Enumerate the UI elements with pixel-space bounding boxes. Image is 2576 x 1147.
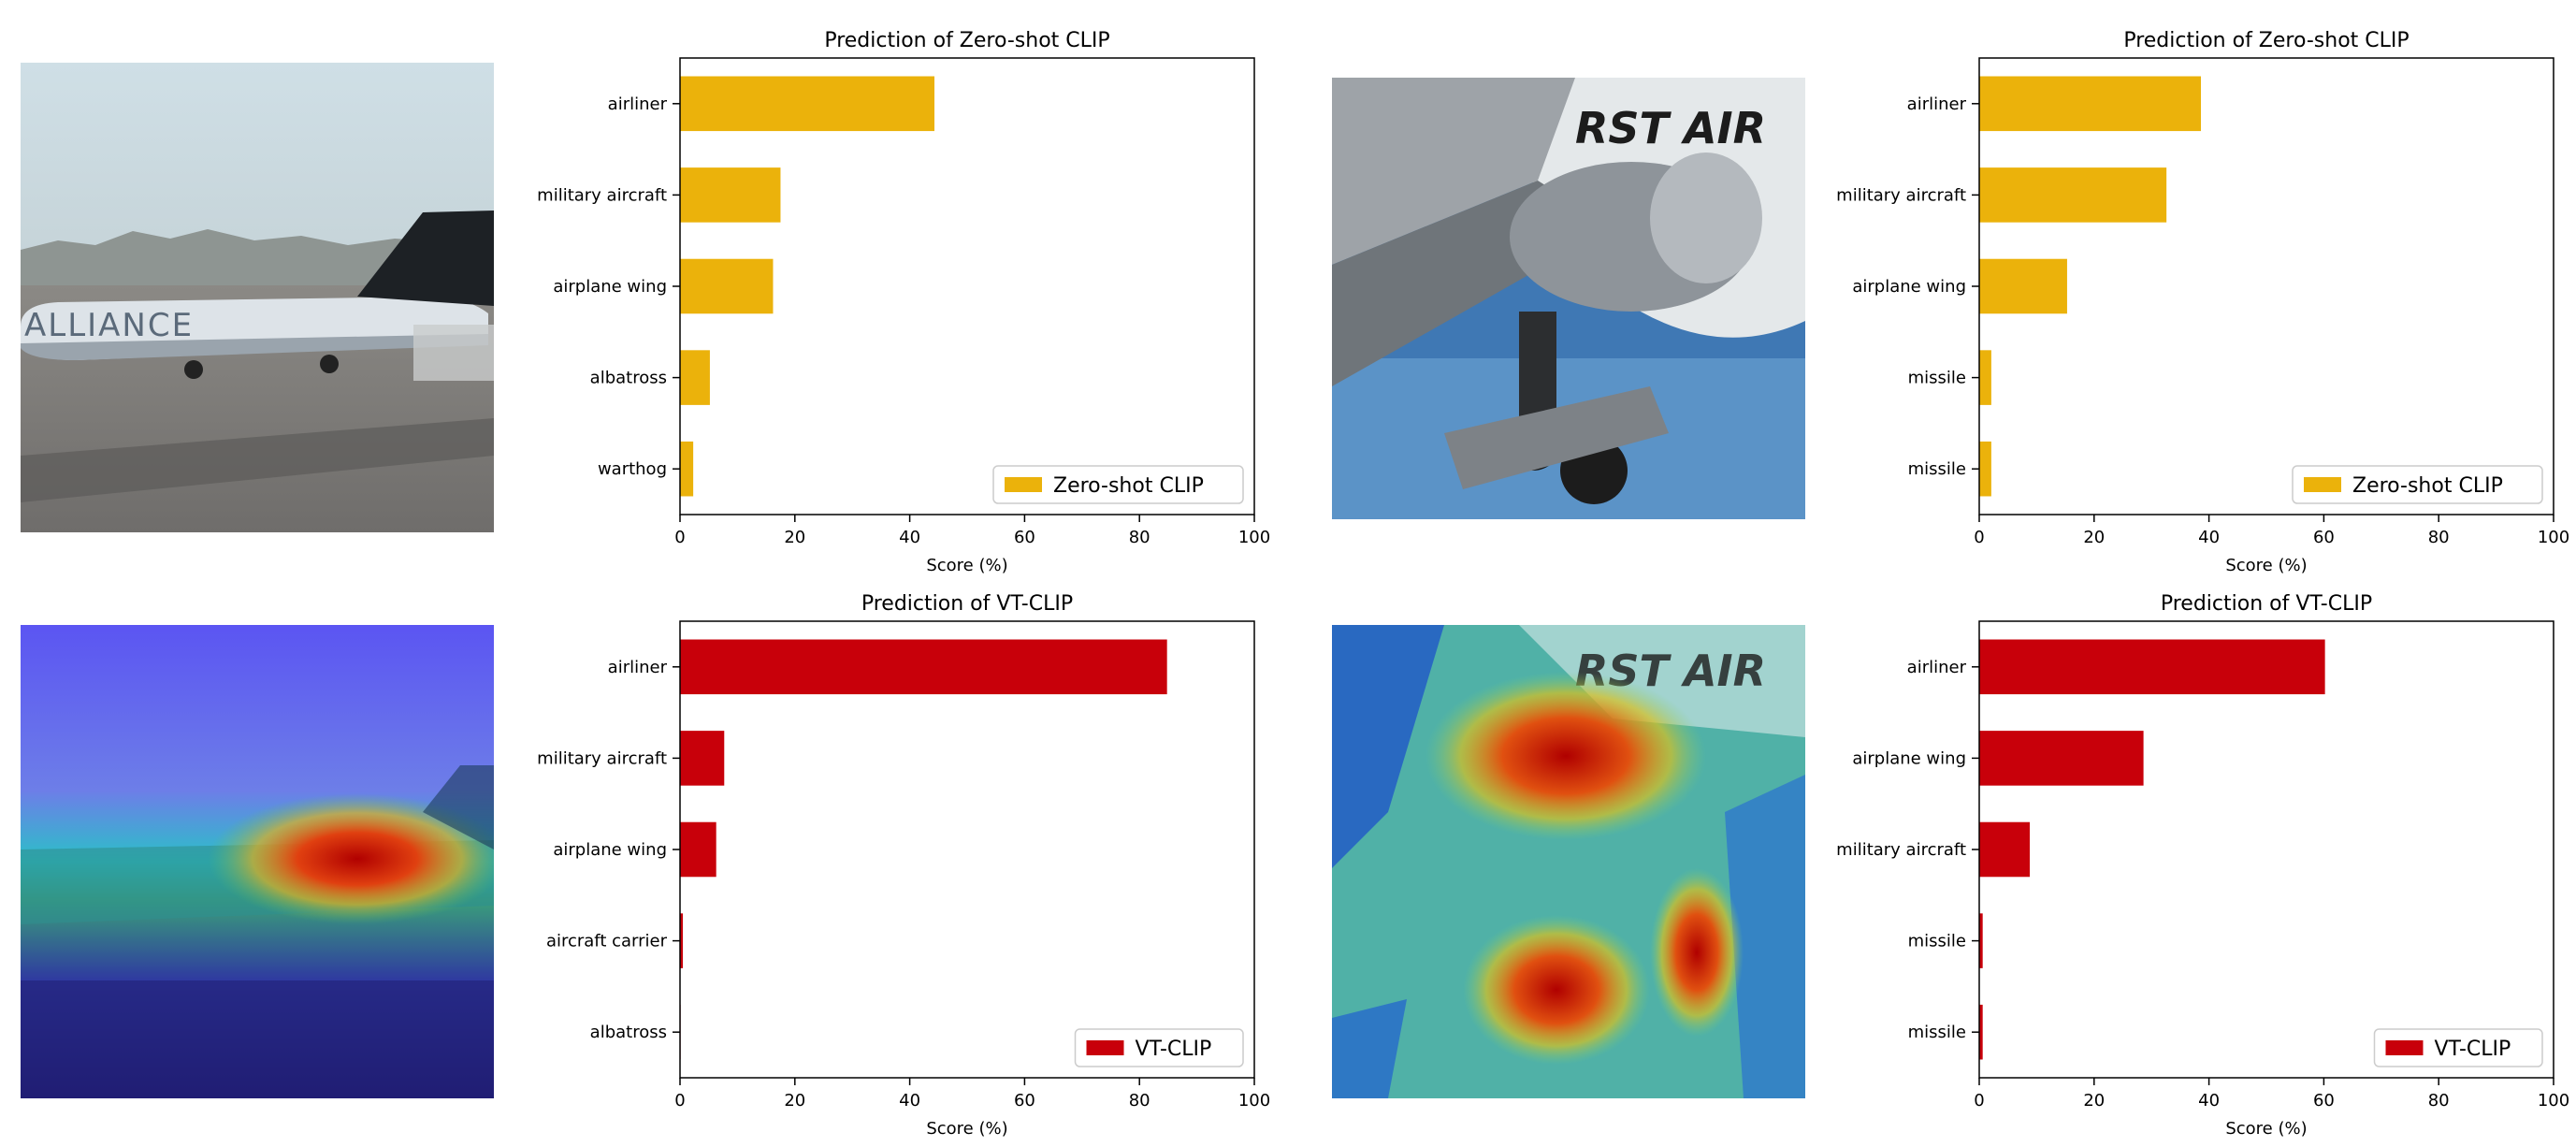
chart-3-bar-4 xyxy=(680,913,684,968)
chart-3-xtick-label-3: 40 xyxy=(899,1091,920,1111)
photo-airliner-underside-text: RST AIR xyxy=(1575,103,1766,153)
chart-1-xtick-label-4: 60 xyxy=(1014,528,1035,547)
chart-4-category-label-3: military aircraft xyxy=(1836,840,1966,860)
photo-airliner-tarmac-text: ALLIANCE xyxy=(24,307,194,344)
chart-1-legend-label: Zero-shot CLIP xyxy=(1053,474,1204,498)
chart-3-title: Prediction of VT-CLIP xyxy=(861,592,1073,616)
chart-4-xtick-label-3: 40 xyxy=(2198,1091,2220,1111)
chart-1-category-label-1: airliner xyxy=(608,94,668,114)
chart-2-bar-1 xyxy=(1979,76,2202,132)
chart-2-category-label-1: airliner xyxy=(1907,94,1967,114)
chart-2-xtick-label-6: 100 xyxy=(2538,528,2569,547)
chart-4-bar-4 xyxy=(1979,913,1983,968)
chart-3-xlabel: Score (%) xyxy=(926,1119,1007,1139)
chart-2-bar-3 xyxy=(1979,258,2067,314)
chart-1-xtick-label-2: 20 xyxy=(784,528,805,547)
chart-2-bar-5 xyxy=(1979,441,1991,497)
chart-3-legend-swatch xyxy=(1086,1040,1124,1055)
chart-4-legend-box xyxy=(2373,1028,2543,1067)
chart-2-xlabel: Score (%) xyxy=(2225,556,2307,575)
chart-2-bar-4 xyxy=(1979,350,1991,405)
chart-3-xtick-label-2: 20 xyxy=(784,1091,805,1111)
chart-1-xtick-label-1: 0 xyxy=(674,528,685,547)
chart-3-category-label-5: albatross xyxy=(590,1023,667,1042)
chart-4-category-label-5: missile xyxy=(1908,1023,1966,1042)
chart-3-category-label-4: aircraft carrier xyxy=(546,932,668,951)
chart-2-category-label-3: airplane wing xyxy=(1852,277,1966,297)
chart-4-xtick-label-4: 60 xyxy=(2313,1091,2335,1111)
chart-1-xlabel: Score (%) xyxy=(926,556,1007,575)
chart-4-category-label-1: airliner xyxy=(1907,658,1967,677)
chart-2-category-label-2: military aircraft xyxy=(1836,185,1966,205)
chart-3-xtick-label-1: 0 xyxy=(674,1091,685,1111)
chart-1-category-label-2: military aircraft xyxy=(537,185,667,205)
chart-2-axes-frame xyxy=(1978,57,2554,515)
chart-2-xtick-label-5: 80 xyxy=(2428,528,2450,547)
chart-2-title: Prediction of Zero-shot CLIP xyxy=(2123,29,2409,52)
chart-1-xtick-label-3: 40 xyxy=(899,528,920,547)
chart-3-xtick-label-4: 60 xyxy=(1014,1091,1035,1111)
chart-4-bar-5 xyxy=(1979,1004,1983,1060)
chart-1-title: Prediction of Zero-shot CLIP xyxy=(824,29,1109,52)
chart-3-category-label-1: airliner xyxy=(608,658,668,677)
chart-3-xtick-label-6: 100 xyxy=(1238,1091,1270,1111)
chart-4-xtick-label-2: 20 xyxy=(2083,1091,2105,1111)
chart-1-bar-4 xyxy=(680,350,710,405)
chart-3-bar-2 xyxy=(680,731,725,786)
chart-2-xtick-label-3: 40 xyxy=(2198,528,2220,547)
chart-4-title: Prediction of VT-CLIP xyxy=(2161,592,2372,616)
chart-1-bar-2 xyxy=(680,167,781,223)
chart-4-category-label-4: missile xyxy=(1908,932,1966,951)
chart-4-xtick-label-5: 80 xyxy=(2428,1091,2450,1111)
chart-4-xlabel: Score (%) xyxy=(2225,1119,2307,1139)
heatmap-airliner-underside: RST AIR xyxy=(1332,625,1805,1098)
chart-2-legend-swatch xyxy=(2304,477,2341,492)
chart-4-bar-1 xyxy=(1979,639,2325,695)
chart-1-category-label-5: warthog xyxy=(598,459,667,479)
photo-airliner-underside: RST AIR xyxy=(1332,78,1805,519)
chart-2-legend-label: Zero-shot CLIP xyxy=(2352,474,2503,498)
chart-4-bar-3 xyxy=(1979,821,2031,878)
chart-3-legend-label: VT-CLIP xyxy=(1136,1038,1212,1061)
chart-1-bar-1 xyxy=(680,76,935,132)
chart-2-xtick-label-1: 0 xyxy=(1974,528,1984,547)
chart-4-axes-frame xyxy=(1978,620,2554,1079)
chart-2-bar-2 xyxy=(1979,167,2167,223)
photo-airliner-tarmac: ALLIANCE xyxy=(21,63,494,532)
chart-3-category-label-2: military aircraft xyxy=(537,748,667,768)
chart-1-legend-box xyxy=(992,465,1244,504)
chart-4-xtick-label-1: 0 xyxy=(1974,1091,1984,1111)
chart-3-bar-3 xyxy=(680,821,716,878)
chart-2-category-label-4: missile xyxy=(1908,369,1966,388)
chart-2-category-label-5: missile xyxy=(1908,459,1966,479)
chart-4-category-label-2: airplane wing xyxy=(1852,748,1966,768)
chart-3-category-label-3: airplane wing xyxy=(553,840,667,860)
chart-3-xtick-label-5: 80 xyxy=(1129,1091,1151,1111)
chart-2-xtick-label-2: 20 xyxy=(2083,528,2105,547)
chart-1-axes-frame xyxy=(679,57,1255,515)
chart-1-bar-3 xyxy=(680,258,774,314)
chart-3-bar-1 xyxy=(680,639,1167,695)
chart-1-bar-5 xyxy=(680,441,694,497)
chart-1-legend-swatch xyxy=(1005,477,1042,492)
chart-1-xtick-label-5: 80 xyxy=(1129,528,1151,547)
chart-4-bar-2 xyxy=(1979,731,2144,786)
chart-1-category-label-4: albatross xyxy=(590,369,667,388)
chart-4-legend-label: VT-CLIP xyxy=(2435,1038,2511,1061)
chart-3-axes-frame xyxy=(679,620,1255,1079)
chart-4-xtick-label-6: 100 xyxy=(2538,1091,2569,1111)
chart-4-legend-swatch xyxy=(2385,1040,2424,1055)
chart-2-legend-box xyxy=(2292,465,2543,504)
heatmap-airliner-tarmac xyxy=(21,625,494,1098)
chart-3-legend-box xyxy=(1074,1028,1244,1067)
chart-1-category-label-3: airplane wing xyxy=(553,277,667,297)
chart-2-xtick-label-4: 60 xyxy=(2313,528,2335,547)
chart-1-xtick-label-6: 100 xyxy=(1238,528,1270,547)
